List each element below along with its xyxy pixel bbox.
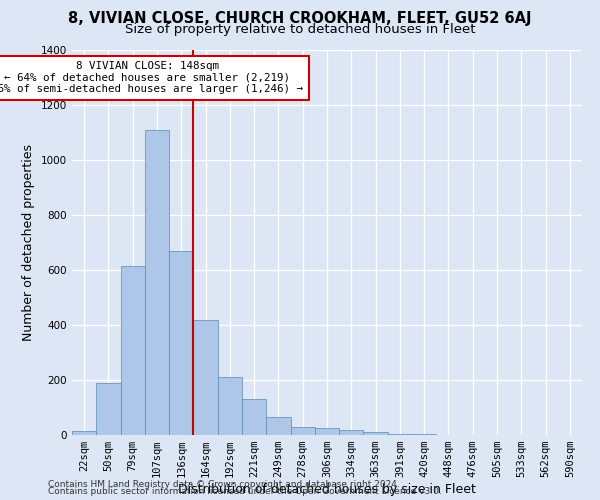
Text: 8, VIVIAN CLOSE, CHURCH CROOKHAM, FLEET, GU52 6AJ: 8, VIVIAN CLOSE, CHURCH CROOKHAM, FLEET,… [68,11,532,26]
Bar [339,430,364,435]
Y-axis label: Number of detached properties: Number of detached properties [22,144,35,341]
Bar [388,434,412,435]
Bar [145,130,169,435]
Text: 8 VIVIAN CLOSE: 148sqm
← 64% of detached houses are smaller (2,219)
36% of semi-: 8 VIVIAN CLOSE: 148sqm ← 64% of detached… [0,61,303,94]
X-axis label: Distribution of detached houses by size in Fleet: Distribution of detached houses by size … [178,483,476,496]
Text: Size of property relative to detached houses in Fleet: Size of property relative to detached ho… [125,22,475,36]
Text: Contains public sector information licensed under the Open Government Licence v3: Contains public sector information licen… [48,488,442,496]
Bar [193,320,218,435]
Bar [96,383,121,435]
Bar [72,431,96,435]
Bar [169,250,193,435]
Text: Contains HM Land Registry data © Crown copyright and database right 2024.: Contains HM Land Registry data © Crown c… [48,480,400,489]
Bar [121,266,145,435]
Bar [242,399,266,435]
Bar [412,434,436,435]
Bar [290,428,315,435]
Bar [364,432,388,435]
Bar [266,417,290,435]
Bar [315,428,339,435]
Bar [218,377,242,435]
